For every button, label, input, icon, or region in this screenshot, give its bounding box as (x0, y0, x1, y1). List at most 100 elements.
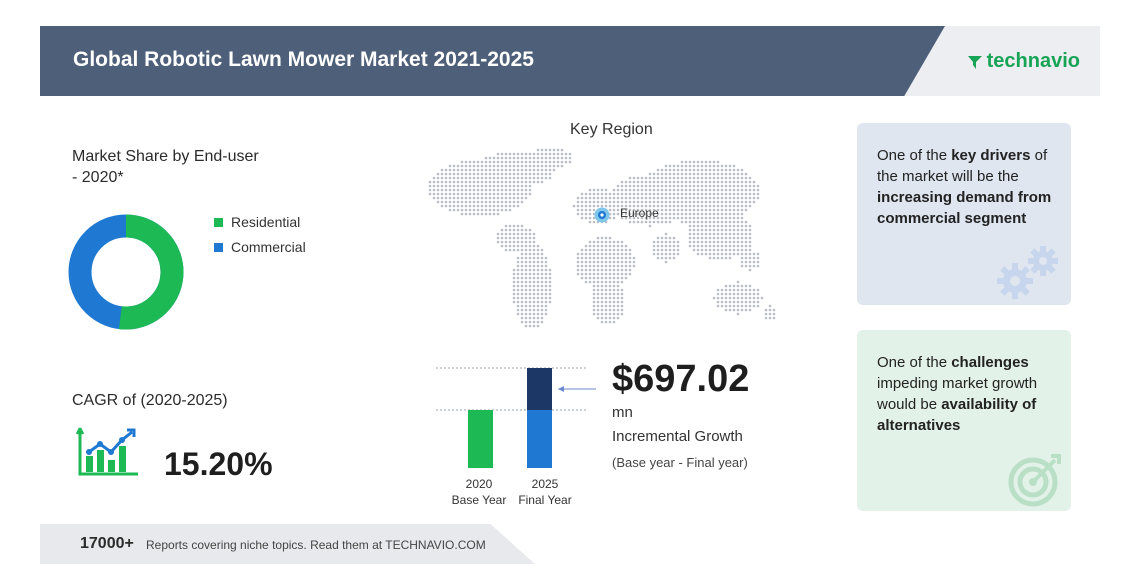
map-dot (516, 180, 520, 184)
map-dot (620, 308, 624, 312)
map-dot (520, 176, 524, 180)
map-dot (740, 180, 744, 184)
map-dot (588, 244, 592, 248)
map-dot (648, 188, 652, 192)
map-dot (480, 160, 484, 164)
map-dot (720, 288, 724, 292)
map-dot (620, 268, 624, 272)
map-dot (508, 240, 512, 244)
map-dot (604, 256, 608, 260)
map-dot (516, 240, 520, 244)
map-dot (640, 208, 644, 212)
map-dot (464, 160, 468, 164)
map-dot (692, 180, 696, 184)
map-dot (460, 172, 464, 176)
map-dot (736, 176, 740, 180)
map-dot (488, 204, 492, 208)
map-dot (540, 268, 544, 272)
map-dot (584, 196, 588, 200)
map-dot (688, 224, 692, 228)
map-dot (696, 204, 700, 208)
map-dot (612, 212, 616, 216)
map-dot (600, 320, 604, 324)
map-dot (592, 288, 596, 292)
map-dot (772, 308, 776, 312)
map-dot (600, 248, 604, 252)
map-dot (656, 240, 660, 244)
map-dot (492, 172, 496, 176)
map-dot (732, 284, 736, 288)
residential-swatch (214, 217, 223, 227)
map-dot (604, 200, 608, 204)
map-dot (548, 176, 552, 180)
map-dot (708, 248, 712, 252)
map-dot (520, 184, 524, 188)
map-dot (500, 228, 504, 232)
map-dot (432, 176, 436, 180)
map-dot (540, 252, 544, 256)
map-dot (440, 204, 444, 208)
footer-banner[interactable]: 17000+ Reports covering niche topics. Re… (40, 524, 535, 564)
map-dot (624, 188, 628, 192)
map-dot (632, 260, 636, 264)
map-dot (444, 192, 448, 196)
map-dot (576, 200, 580, 204)
map-dot (660, 196, 664, 200)
map-dot (536, 304, 540, 308)
map-dot (728, 236, 732, 240)
map-dot (600, 308, 604, 312)
map-dot (712, 240, 716, 244)
map-dot (664, 220, 668, 224)
map-dot (640, 188, 644, 192)
map-dot (540, 284, 544, 288)
map-dot (536, 292, 540, 296)
map-dot (460, 184, 464, 188)
map-dot (448, 164, 452, 168)
map-dot (512, 200, 516, 204)
technavio-logo[interactable]: technavio (967, 50, 1080, 73)
map-dot (496, 204, 500, 208)
map-dot (540, 260, 544, 264)
map-dot (680, 172, 684, 176)
map-dot (704, 220, 708, 224)
map-dot (500, 176, 504, 180)
map-dot (736, 244, 740, 248)
map-dot (712, 164, 716, 168)
map-dot (460, 204, 464, 208)
map-dot (660, 172, 664, 176)
map-dot (536, 148, 540, 152)
map-dot (580, 276, 584, 280)
map-dot (680, 192, 684, 196)
challenges-bold1: challenges (951, 354, 1029, 371)
bar-2025-base (527, 410, 552, 468)
map-dot (628, 176, 632, 180)
map-dot (468, 188, 472, 192)
map-dot (528, 172, 532, 176)
map-dot (704, 188, 708, 192)
map-dot (680, 168, 684, 172)
map-dot (520, 296, 524, 300)
map-dot (740, 172, 744, 176)
map-dot (584, 244, 588, 248)
map-dot (692, 168, 696, 172)
map-dot (472, 188, 476, 192)
map-dot (620, 276, 624, 280)
map-dot (608, 304, 612, 308)
map-dot (592, 260, 596, 264)
map-dot (720, 256, 724, 260)
map-dot (476, 164, 480, 168)
map-dot (464, 176, 468, 180)
map-dot (580, 192, 584, 196)
map-dot (724, 176, 728, 180)
map-dot (536, 316, 540, 320)
map-dot (756, 256, 760, 260)
map-dot (768, 316, 772, 320)
map-dot (688, 168, 692, 172)
map-dot (596, 284, 600, 288)
map-dot (604, 288, 608, 292)
map-dot (752, 296, 756, 300)
map-dot (520, 224, 524, 228)
map-dot (584, 204, 588, 208)
challenges-card: One of the challenges impeding market gr… (857, 330, 1071, 511)
map-dot (616, 196, 620, 200)
